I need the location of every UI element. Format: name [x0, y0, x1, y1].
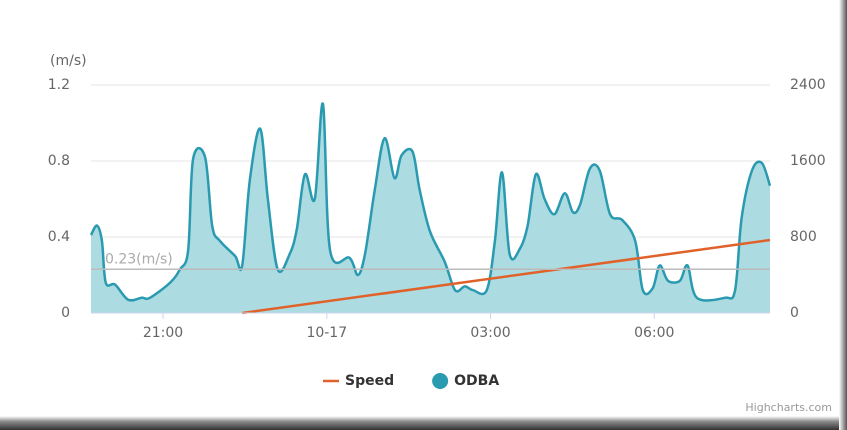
x-tick-label: 21:00: [143, 325, 183, 341]
line: [242, 238, 771, 315]
credits: Highcharts.com: [745, 401, 832, 414]
y-tick-label: 0: [61, 305, 70, 321]
frame-shadow: [0, 416, 847, 430]
x-tick-label: 10-17: [306, 325, 347, 341]
y2-tick-label: 800: [790, 229, 817, 245]
y2-tick-label: 0: [790, 305, 799, 321]
y2-tick-label: 1600: [790, 153, 826, 169]
x-tick-label: 03:00: [470, 325, 510, 341]
x-tick-label: 06:00: [634, 325, 674, 341]
area-fill: [91, 103, 770, 313]
y-tick-label: 0.8: [48, 153, 70, 169]
y-tick-label: 1.2: [48, 77, 70, 93]
legend-symbol: [432, 373, 449, 389]
area-line: [89, 102, 772, 302]
plot-line-label: 0.23(m/s): [105, 251, 173, 267]
y-tick-label: 0.4: [48, 229, 70, 245]
y-axis-title: (m/s): [50, 53, 87, 69]
legend-label: Speed: [345, 373, 394, 389]
y2-tick-label: 2400: [790, 77, 826, 93]
frame-shadow: [839, 0, 847, 430]
legend-label: ODBA: [454, 373, 499, 389]
